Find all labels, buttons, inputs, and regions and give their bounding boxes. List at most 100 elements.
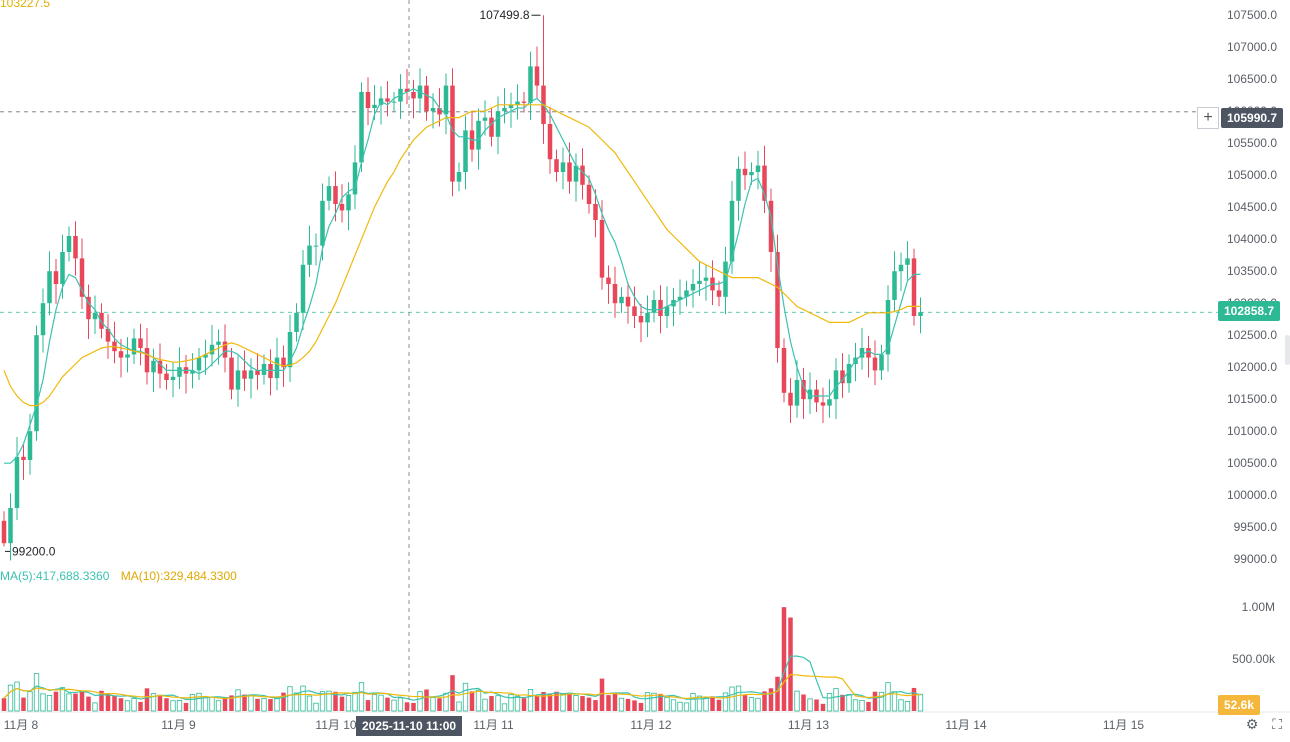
volume-ma-lines (3, 655, 921, 701)
candle-body (567, 162, 572, 182)
volume-bar (664, 696, 670, 712)
volume-bar (593, 700, 598, 711)
fullscreen-icon[interactable]: ⛶ (1272, 716, 1282, 732)
y-tick-label: 105000.0 (1227, 168, 1277, 182)
candle-body (911, 258, 917, 316)
candle-body (632, 306, 637, 316)
volume-bar (430, 697, 436, 712)
volume-bar (229, 695, 234, 711)
ma-long-line (3, 104, 921, 407)
volume-bar (495, 695, 501, 712)
grid-layer (0, 0, 1290, 713)
candle-body (554, 159, 559, 172)
candle-body (879, 354, 884, 371)
candle-body (14, 456, 20, 508)
candle-body (651, 300, 657, 313)
candle-body (495, 111, 501, 137)
visible-top-value: 103227.5 (0, 0, 51, 10)
settings-icon[interactable]: ⚙ (1245, 716, 1259, 732)
candle-body (801, 380, 806, 400)
volume-bar (508, 694, 514, 712)
volume-bar (872, 691, 878, 711)
candle-body (144, 348, 150, 373)
candle-body (8, 508, 13, 544)
volume-bar (417, 691, 423, 712)
volume-bar (215, 700, 222, 712)
volume-bar (345, 695, 352, 712)
volume-bar (293, 692, 300, 712)
candle-body (755, 165, 761, 172)
volume-bar (255, 698, 260, 711)
candle-body (1, 520, 7, 544)
candle-body (235, 370, 241, 390)
volume-bar (131, 698, 137, 712)
y-tick-label: 104500.0 (1227, 200, 1277, 214)
volume-bar (53, 691, 59, 711)
candle-body (684, 290, 689, 297)
candle-body (157, 360, 163, 374)
candle-body (645, 312, 650, 323)
volume-bar (527, 689, 534, 712)
current-price-tag: 102858.7 (1218, 301, 1281, 321)
volume-bar (59, 687, 66, 712)
y-tick-label: 102000.0 (1227, 360, 1277, 374)
candle-body (638, 316, 644, 323)
candle-body (424, 85, 429, 112)
candle-body (547, 124, 553, 160)
candle-body (443, 85, 449, 115)
candle-body (476, 120, 481, 150)
candle-body (320, 200, 325, 246)
candle-body (60, 252, 65, 284)
candle-body (151, 360, 156, 373)
volume-ma10-line (3, 673, 921, 700)
volume-bar (99, 690, 104, 711)
resize-handle[interactable] (1285, 335, 1290, 365)
candle-body (99, 312, 104, 329)
volume-bar (1, 698, 7, 711)
candle-body (261, 364, 267, 375)
volume-bar (547, 694, 553, 711)
volume-bar (326, 690, 332, 712)
volume-bar (164, 698, 169, 711)
candle-body (833, 370, 839, 400)
candle-body (840, 370, 845, 384)
volume-bar (462, 682, 469, 712)
candle-body (807, 389, 813, 400)
candle-body (794, 380, 800, 406)
volume-bar (352, 691, 358, 712)
candle-body (593, 204, 598, 220)
candle-body (677, 296, 683, 300)
candle-body (411, 92, 416, 99)
volume-bar (469, 691, 475, 711)
volume-bar (274, 698, 280, 712)
volume-bar (112, 695, 117, 711)
volume-bar (118, 698, 124, 711)
x-tick-label: 11月 14 (945, 718, 986, 732)
volume-bar (917, 693, 924, 712)
crosshair-add-icon[interactable]: + (1197, 107, 1219, 129)
candle-body (404, 88, 410, 92)
volume-bar (722, 692, 729, 712)
candle-body (573, 165, 579, 182)
volume-bar (814, 699, 819, 711)
volume-bar (248, 695, 254, 712)
volume-bar (521, 698, 527, 711)
volume-bar (86, 696, 91, 711)
candle-body (482, 117, 488, 121)
candle-body (164, 373, 169, 380)
volume-bar (333, 691, 338, 711)
y-tick-label: 103500.0 (1227, 264, 1277, 278)
volume-bar (365, 700, 371, 711)
candle-body (73, 236, 78, 259)
volume-bar (762, 691, 767, 711)
candle-body (905, 258, 910, 265)
candle-body (430, 108, 436, 112)
volume-bar (268, 699, 273, 711)
volume-bar (73, 693, 78, 711)
volume-bar (261, 698, 267, 712)
candle-body (697, 280, 702, 284)
volume-bar (411, 702, 416, 711)
candle-body (255, 370, 260, 375)
volume-bar (196, 692, 202, 712)
